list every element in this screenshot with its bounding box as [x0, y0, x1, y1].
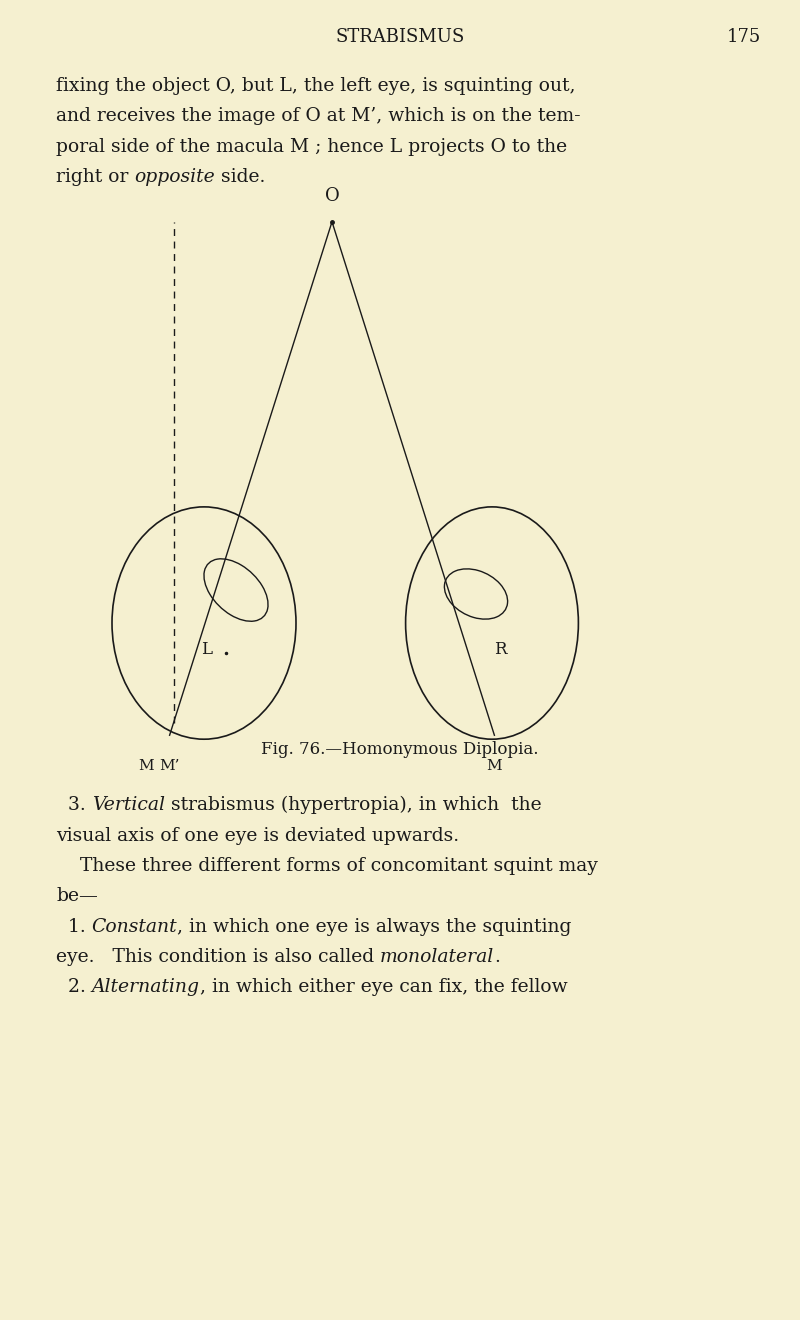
Text: opposite: opposite — [134, 168, 215, 186]
Text: right or: right or — [56, 168, 134, 186]
Text: poral side of the macula M ; hence L projects O to the: poral side of the macula M ; hence L pro… — [56, 137, 567, 156]
Text: L: L — [201, 642, 212, 657]
Text: These three different forms of concomitant squint may: These three different forms of concomita… — [56, 857, 598, 875]
Text: Alternating: Alternating — [92, 978, 200, 997]
Text: , in which either eye can fix, the fellow: , in which either eye can fix, the fello… — [200, 978, 567, 997]
Text: O: O — [325, 186, 339, 205]
Text: Constant: Constant — [92, 917, 178, 936]
Text: and receives the image of O at M’, which is on the tem-: and receives the image of O at M’, which… — [56, 107, 581, 125]
Text: fixing the object O, but L, the left eye, is squinting out,: fixing the object O, but L, the left eye… — [56, 77, 575, 95]
Text: Vertical: Vertical — [92, 796, 165, 814]
Text: be—: be— — [56, 887, 98, 906]
Text: 175: 175 — [727, 28, 761, 46]
Text: .: . — [494, 948, 500, 966]
Text: side.: side. — [215, 168, 266, 186]
Text: R: R — [494, 642, 506, 657]
Text: M: M — [138, 759, 154, 774]
Text: M’: M’ — [159, 759, 180, 774]
Text: visual axis of one eye is deviated upwards.: visual axis of one eye is deviated upwar… — [56, 826, 459, 845]
Text: 1.: 1. — [56, 917, 92, 936]
Text: STRABISMUS: STRABISMUS — [335, 28, 465, 46]
Text: eye.   This condition is also called: eye. This condition is also called — [56, 948, 380, 966]
Text: strabismus (hypertropia), in which  the: strabismus (hypertropia), in which the — [165, 796, 542, 814]
Text: 3.: 3. — [56, 796, 92, 814]
Text: 2.: 2. — [56, 978, 92, 997]
Text: , in which one eye is always the squinting: , in which one eye is always the squinti… — [178, 917, 572, 936]
Text: Fig. 76.—Homonymous Diplopia.: Fig. 76.—Homonymous Diplopia. — [262, 742, 538, 758]
Text: monolateral: monolateral — [380, 948, 494, 966]
Text: M: M — [486, 759, 502, 774]
